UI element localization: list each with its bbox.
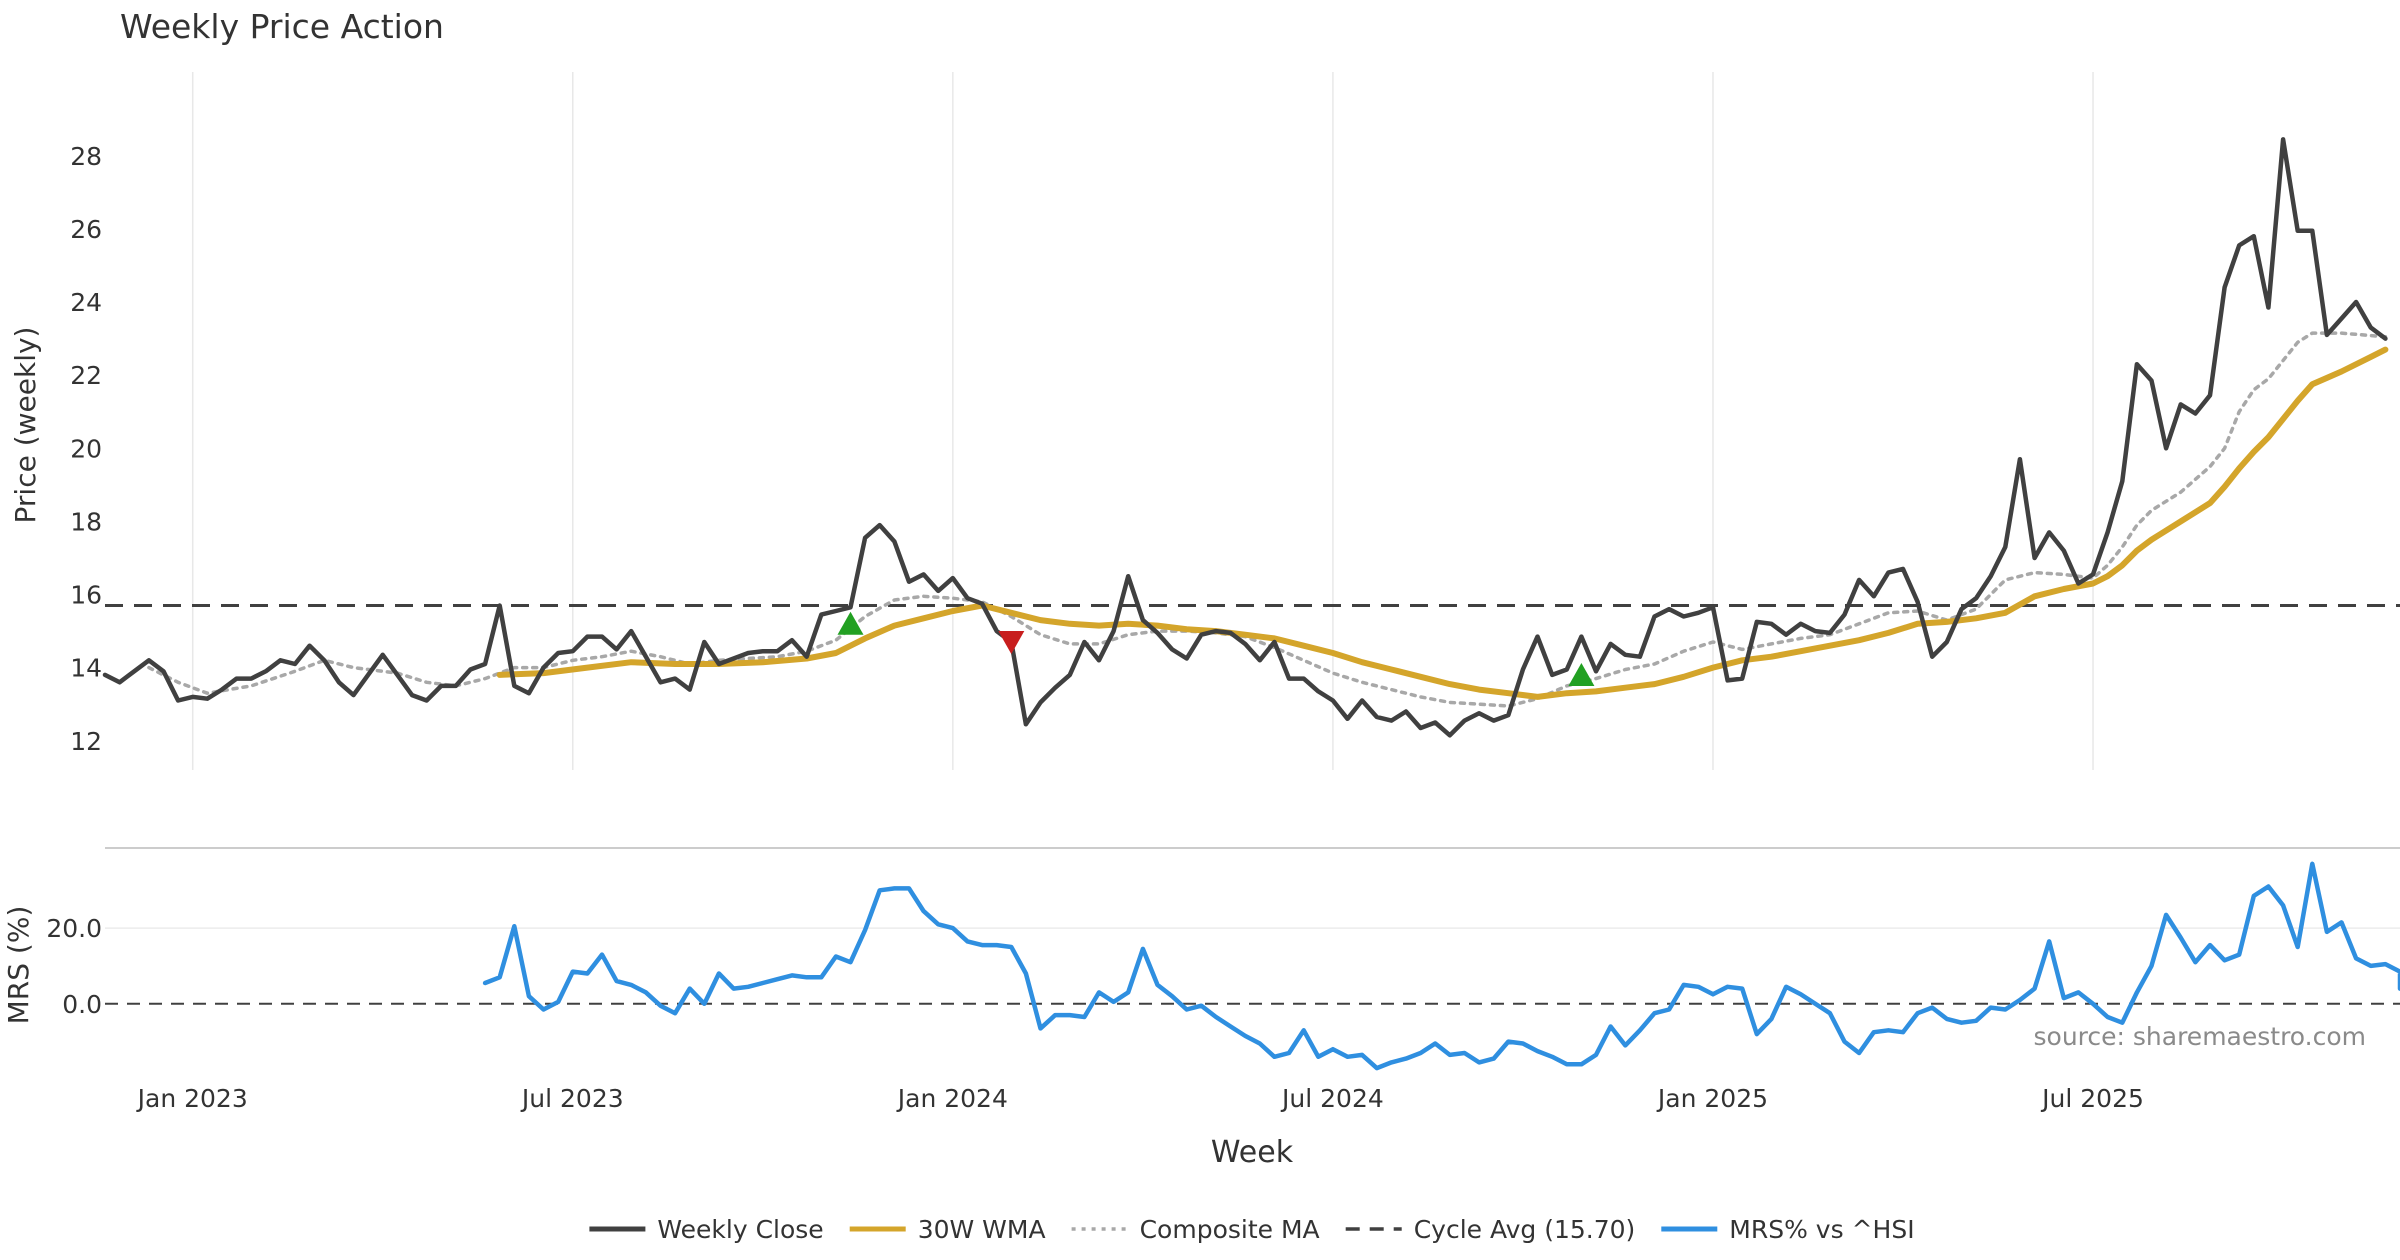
mrs-y-tick-label: 0.0 [62, 990, 102, 1019]
legend-item-30w-wma: 30W WMA [849, 1215, 1046, 1244]
legend-item-weekly-close: Weekly Close [589, 1215, 824, 1244]
price-y-tick-label: 14 [70, 654, 102, 683]
price-y-tick-label: 16 [70, 581, 102, 610]
mrs-y-axis: 0.0 20.0 [46, 914, 102, 1019]
signal-markers [837, 611, 1595, 686]
mrs-y-axis-label: MRS (%) [2, 906, 35, 1025]
legend-label: Cycle Avg (15.70) [1414, 1215, 1636, 1244]
price-series-lines [102, 137, 2389, 738]
price-vertical-gridlines [191, 72, 2094, 770]
source-note: source: sharemaestro.com [2034, 1022, 2367, 1051]
legend-label: Composite MA [1140, 1215, 1320, 1244]
price-y-tick-label: 18 [70, 507, 102, 536]
price-y-tick-label: 22 [70, 361, 102, 390]
x-tick-label: Jan 2023 [136, 1084, 248, 1113]
series-weekly-close [102, 137, 2388, 738]
legend-item-mrs-vs-hsi: MRS% vs ^HSI [1661, 1215, 1915, 1244]
series-30w-wma [496, 346, 2389, 700]
sell-signal-marker [998, 631, 1025, 655]
price-y-tick-label: 12 [70, 727, 102, 756]
mrs-panel: 0.0 20.0 MRS (%) source: sharemaestro.com [2, 861, 2400, 1071]
x-tick-label: Jul 2024 [1280, 1084, 1384, 1113]
price-y-tick-label: 28 [70, 142, 102, 171]
buy-signal-marker [837, 611, 864, 635]
price-y-tick-label: 26 [70, 215, 102, 244]
price-y-tick-label: 20 [70, 434, 102, 463]
series-mrs-vs-hsi [482, 861, 2400, 1071]
x-tick-label: Jul 2025 [2040, 1084, 2144, 1113]
x-tick-label: Jan 2025 [1656, 1084, 1768, 1113]
legend-label: MRS% vs ^HSI [1729, 1215, 1914, 1244]
price-panel: 12 14 16 18 20 22 24 26 28 Price (weekly) [9, 72, 2400, 770]
price-y-axis-label: Price (weekly) [9, 327, 42, 524]
series-composite-ma [147, 331, 2388, 708]
x-tick-label: Jan 2024 [896, 1084, 1008, 1113]
price-y-tick-label: 24 [70, 288, 102, 317]
legend-label: Weekly Close [657, 1215, 823, 1244]
price-y-axis: 12 14 16 18 20 22 24 26 28 [70, 142, 102, 756]
chart-title: Weekly Price Action [120, 7, 444, 46]
mrs-series-lines [482, 861, 2400, 1071]
x-axis: Jan 2023 Jul 2023 Jan 2024 Jul 2024 Jan 2025… [136, 1084, 2144, 1113]
mrs-y-tick-label: 20.0 [46, 914, 102, 943]
x-tick-label: Jul 2023 [520, 1084, 624, 1113]
legend: Weekly Close 30W WMA Composite MA Cycle Avg… [589, 1215, 1915, 1244]
legend-label: 30W WMA [918, 1215, 1046, 1244]
x-axis-label: Week [1211, 1135, 1294, 1170]
buy-signal-marker [1568, 662, 1595, 686]
legend-item-composite-ma: Composite MA [1071, 1215, 1320, 1244]
legend-item-cycle-avg-15-70: Cycle Avg (15.70) [1345, 1215, 1636, 1244]
